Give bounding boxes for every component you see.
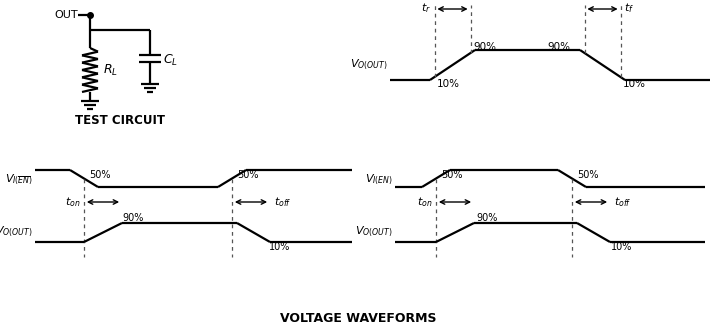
Text: $V_{O(OUT)}$: $V_{O(OUT)}$ (0, 225, 33, 240)
Text: 90%: 90% (473, 42, 496, 52)
Text: 50%: 50% (577, 171, 599, 181)
Text: 10%: 10% (611, 242, 633, 252)
Text: 10%: 10% (269, 242, 291, 252)
Text: $V_{I(\overline{EN})}$: $V_{I(\overline{EN})}$ (5, 173, 33, 187)
Text: $t_f$: $t_f$ (624, 1, 634, 15)
Text: 10%: 10% (623, 79, 646, 89)
Text: 90%: 90% (122, 213, 143, 223)
Text: 50%: 50% (441, 171, 463, 181)
Text: $t_{on}$: $t_{on}$ (417, 195, 433, 209)
Text: $V_{I(EN)}$: $V_{I(EN)}$ (365, 173, 393, 187)
Text: 10%: 10% (437, 79, 460, 89)
Text: $R_L$: $R_L$ (103, 62, 118, 77)
Text: 90%: 90% (548, 42, 571, 52)
Text: VOLTAGE WAVEFORMS: VOLTAGE WAVEFORMS (280, 313, 436, 326)
Text: $V_{O(OUT)}$: $V_{O(OUT)}$ (350, 58, 388, 72)
Text: $C_L$: $C_L$ (163, 53, 178, 68)
Text: $t_{on}$: $t_{on}$ (65, 195, 81, 209)
Text: 90%: 90% (476, 213, 498, 223)
Text: OUT: OUT (54, 10, 78, 20)
Text: TEST CIRCUIT: TEST CIRCUIT (75, 114, 165, 127)
Text: $t_{off}$: $t_{off}$ (274, 195, 291, 209)
Text: $t_{off}$: $t_{off}$ (614, 195, 632, 209)
Text: 50%: 50% (90, 171, 111, 181)
Text: 50%: 50% (237, 171, 258, 181)
Text: $t_r$: $t_r$ (420, 1, 430, 15)
Text: $V_{O(OUT)}$: $V_{O(OUT)}$ (355, 225, 393, 240)
